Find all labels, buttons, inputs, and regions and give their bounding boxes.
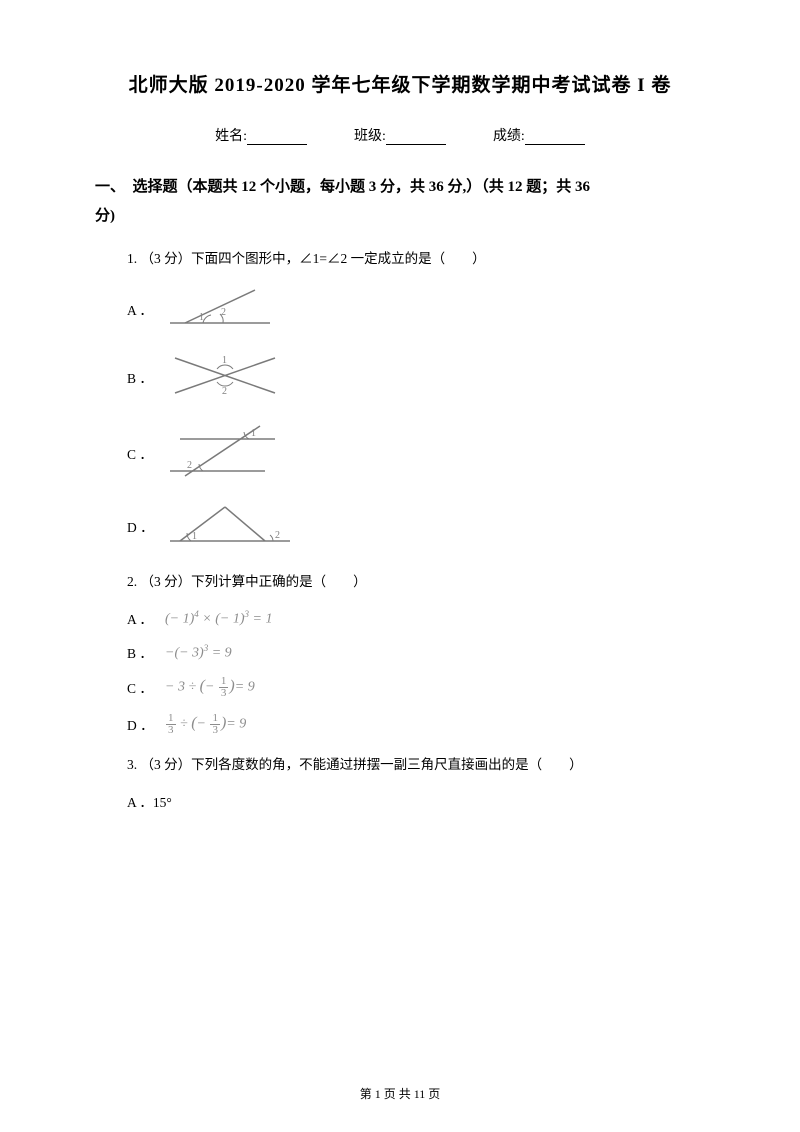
score-label: 成绩: [493, 129, 525, 144]
q2-option-b: B ． −(− 3)3 = 9 [127, 642, 705, 662]
q3-text: 3. （3 分）下列各度数的角，不能通过拼摆一副三角尺直接画出的是（ ） [127, 754, 705, 777]
q1-option-a: A ． 1 2 [127, 285, 705, 334]
class-label: 班级: [354, 129, 386, 144]
student-info-row: 姓名: 班级: 成绩: [95, 125, 705, 145]
q2-option-d: D ． 13 ÷ (− 13)= 9 [127, 713, 705, 736]
q2-option-a: A ． (− 1)4 × (− 1)3 = 1 [127, 608, 705, 628]
q1-diagram-a: 1 2 [165, 285, 275, 334]
q1-optc-label: C ． [127, 443, 155, 463]
section-header: 一、 选择题（本题共 12 个小题，每小题 3 分，共 36 分,）（共 12 … [95, 173, 705, 230]
q3-opta-label: A ．15° [127, 791, 172, 811]
q2-expr-c: − 3 ÷ (− 13)= 9 [165, 676, 255, 699]
q2-optc-label: C ． [127, 677, 155, 697]
svg-text:1: 1 [199, 312, 204, 323]
q2-expr-b: −(− 3)3 = 9 [165, 643, 232, 662]
class-blank [386, 131, 446, 145]
q1-diagram-c: 1 2 [165, 421, 285, 485]
q2-opta-label: A ． [127, 608, 155, 628]
q1-option-b: B ． 1 2 [127, 348, 705, 407]
q1-diagram-b: 1 2 [165, 348, 285, 407]
q1-option-d: D ． 1 2 [127, 499, 705, 553]
q3-option-a: A ．15° [127, 791, 705, 811]
score-blank [525, 131, 585, 145]
svg-text:2: 2 [275, 530, 280, 541]
q2-expr-a: (− 1)4 × (− 1)3 = 1 [165, 609, 272, 628]
q2-expr-d: 13 ÷ (− 13)= 9 [165, 713, 246, 736]
svg-text:2: 2 [221, 307, 226, 318]
q1-opta-label: A ． [127, 299, 155, 319]
section-number: 一、 [95, 179, 125, 195]
q1-option-c: C ． 1 2 [127, 421, 705, 485]
name-blank [247, 131, 307, 145]
q1-text: 1. （3 分）下面四个图形中，∠1=∠2 一定成立的是（ ） [127, 248, 705, 271]
svg-text:1: 1 [192, 531, 197, 542]
page-footer: 第 1 页 共 11 页 [0, 1085, 800, 1102]
page-title: 北师大版 2019-2020 学年七年级下学期数学期中考试试卷 I 卷 [95, 70, 705, 97]
q2-optb-label: B ． [127, 642, 155, 662]
q1-diagram-d: 1 2 [165, 499, 295, 553]
section-text-2: 分) [95, 208, 115, 224]
q2-text: 2. （3 分）下列计算中正确的是（ ） [127, 571, 705, 594]
name-label: 姓名: [215, 129, 247, 144]
q1-optb-label: B ． [127, 367, 155, 387]
section-text-1: 选择题（本题共 12 个小题，每小题 3 分，共 36 分,）（共 12 题；共… [133, 179, 591, 195]
q1-optd-label: D ． [127, 516, 155, 536]
svg-text:1: 1 [251, 428, 256, 439]
svg-text:1: 1 [222, 355, 227, 366]
q2-optd-label: D ． [127, 714, 155, 734]
svg-text:2: 2 [222, 386, 227, 397]
svg-text:2: 2 [187, 460, 192, 471]
q2-option-c: C ． − 3 ÷ (− 13)= 9 [127, 676, 705, 699]
